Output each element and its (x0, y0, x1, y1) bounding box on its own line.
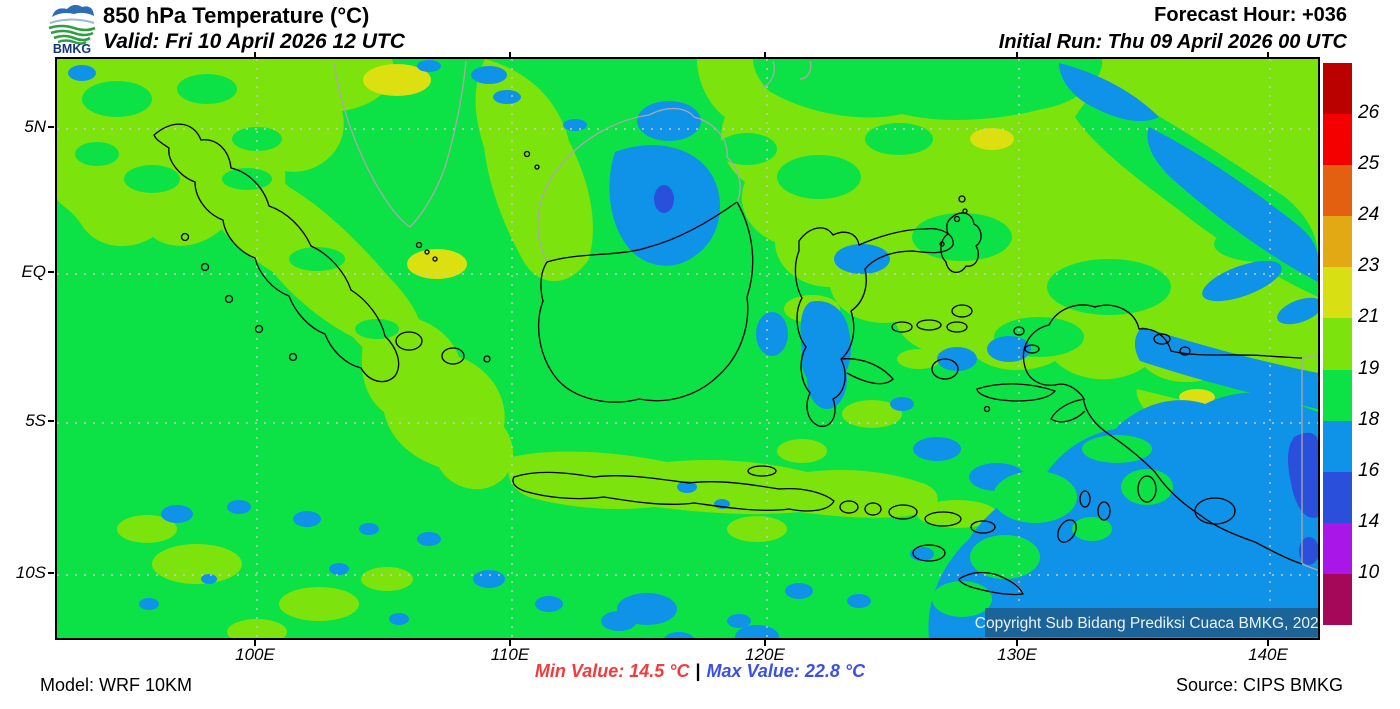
y-tick-mark (48, 271, 54, 273)
papua-coastline (1022, 304, 1303, 368)
kalimantan-coastline (538, 201, 754, 403)
model-label: Model: WRF 10KM (40, 675, 193, 695)
colorbar-label: 18 (1358, 408, 1380, 430)
x-tick-mark-top (1267, 52, 1269, 57)
colorbar-label: 14 (1358, 510, 1380, 532)
x-axis-label-130e: 130E (997, 645, 1037, 664)
x-tick-mark (1267, 640, 1269, 646)
temperature-band-16-18 (68, 60, 1318, 638)
colorbar-segment (1323, 114, 1352, 166)
colorbar-segment (1323, 267, 1352, 319)
colorbar-segment (1323, 369, 1352, 421)
colorbar-segment (1323, 573, 1352, 626)
temperature-colorbar (1323, 63, 1352, 626)
bmkg-logo: BMKG (44, 1, 100, 56)
y-tick-mark (48, 126, 54, 128)
colorbar-label: 23 (1358, 255, 1380, 277)
y-tick-mark (48, 420, 54, 422)
x-axis-label-140e: 140E (1248, 645, 1288, 664)
copyright-overlay: Copyright Sub Bidang Prediksi Cuaca BMKG… (975, 608, 1318, 637)
indonesia-coastlines (153, 123, 1303, 596)
java-coastline (512, 471, 835, 512)
minmax-separator: | (695, 661, 701, 681)
y-axis-label-eq: EQ (21, 262, 46, 281)
colorbar-label: 19 (1358, 357, 1380, 379)
y-axis-label-5s: 5S (25, 411, 46, 430)
colorbar-segment (1323, 522, 1352, 574)
seram-coastline (976, 383, 1056, 402)
copyright-text: Copyright Sub Bidang Prediksi Cuaca BMKG… (975, 615, 1318, 632)
colorbar-segment (1323, 420, 1352, 472)
x-axis-label-100e: 100E (235, 645, 275, 664)
colorbar-segment (1323, 471, 1352, 523)
temperature-band-21-23 (363, 64, 1215, 405)
min-value-label: Min Value: 14.5 °C (534, 661, 690, 681)
logo-wave (48, 24, 96, 32)
foreign-coastlines (333, 60, 1318, 594)
graticule-gridlines (57, 59, 1318, 638)
valid-time-label: Valid: Fri 10 April 2026 12 UTC (103, 30, 405, 53)
initial-run-label: Initial Run: Thu 09 April 2026 00 UTC (998, 31, 1347, 53)
colorbar-label: 25 (1358, 153, 1380, 175)
halmahera-coastline (940, 212, 982, 273)
x-tick-mark-top (764, 52, 766, 57)
colorbar-label: 21 (1358, 306, 1380, 328)
y-axis-label-10s: 10S (15, 563, 46, 582)
map-canvas: Copyright Sub Bidang Prediksi Cuaca BMKG… (57, 59, 1318, 638)
max-value-label: Max Value: 22.8 °C (706, 661, 866, 681)
x-axis-label-110e: 110E (490, 645, 530, 664)
temperature-band-14-16 (654, 185, 1318, 565)
min-value: 14.5 °C (629, 661, 690, 681)
logo-cloud (52, 4, 94, 17)
temperature-map: Copyright Sub Bidang Prediksi Cuaca BMKG… (55, 57, 1320, 640)
colorbar-labels: 26 25 24 23 21 19 18 16 14 10 (1358, 63, 1400, 625)
x-tick-mark-top (509, 52, 511, 57)
colorbar-segment (1323, 63, 1352, 115)
y-tick-mark (48, 572, 54, 574)
colorbar-segment (1323, 165, 1352, 217)
colorbar-segment (1323, 216, 1352, 268)
temperature-band-18-19-patches (932, 435, 1173, 617)
colorbar-label: 16 (1358, 459, 1380, 481)
source-label: Source: CIPS BMKG (1175, 675, 1343, 695)
y-axis-label-5n: 5N (24, 117, 46, 136)
max-value: 22.8 °C (804, 661, 866, 681)
x-tick-mark-top (1016, 52, 1018, 57)
x-tick-mark (509, 640, 511, 646)
x-tick-mark (1016, 640, 1018, 646)
colorbar-label: 26 (1358, 102, 1380, 124)
kalimantan-border (546, 201, 738, 263)
page-title: 850 hPa Temperature (°C) (103, 3, 370, 28)
x-tick-mark-top (254, 52, 256, 57)
colorbar-label: 24 (1358, 204, 1380, 226)
minmax-line: Min Value: 14.5 °C | Max Value: 22.8 °C (0, 661, 1400, 682)
sulawesi-coastline (794, 227, 954, 428)
forecast-hour-label: Forecast Hour: +036 (1154, 4, 1347, 26)
bmkg-logo-graphic: BMKG (48, 4, 96, 56)
sumatra-coastline (153, 123, 400, 383)
x-axis-label-120e: 120E (745, 645, 785, 664)
logo-text: BMKG (53, 42, 91, 55)
copyright-box (985, 608, 1318, 637)
x-tick-mark (254, 640, 256, 646)
colorbar-segment (1323, 318, 1352, 370)
x-tick-mark (764, 640, 766, 646)
timor-coastline (958, 571, 1024, 596)
colorbar-label: 10 (1358, 561, 1380, 583)
